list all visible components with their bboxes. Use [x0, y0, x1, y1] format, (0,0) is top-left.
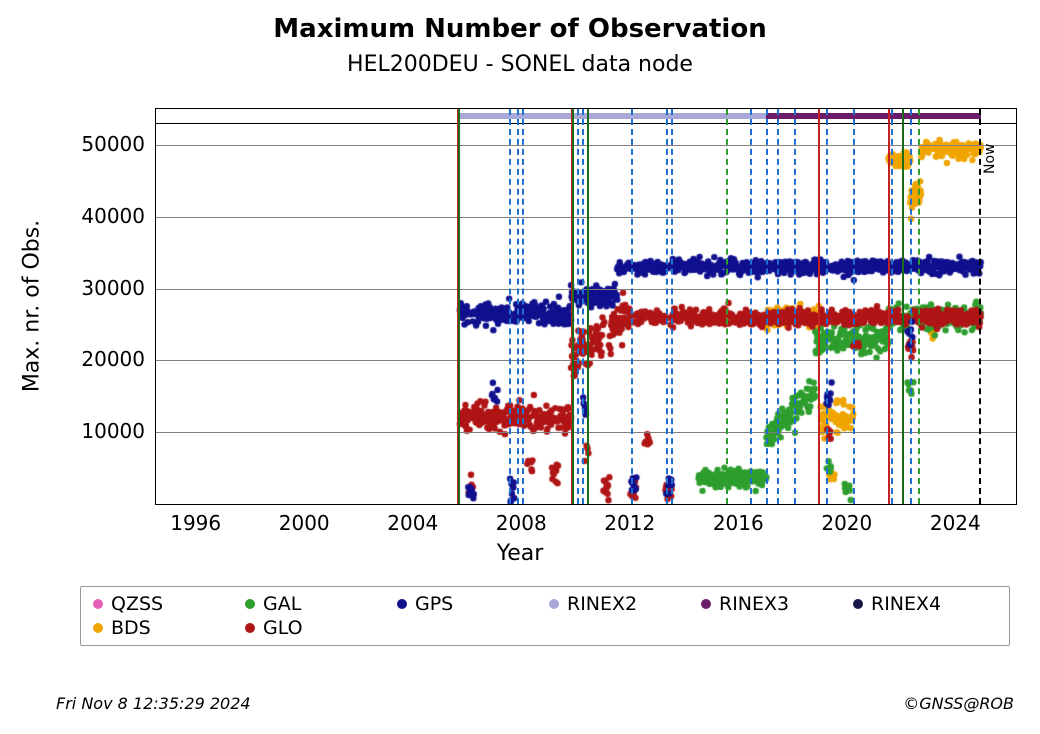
legend-item: RINEX2 — [549, 593, 693, 615]
legend-item: GAL — [245, 593, 389, 615]
now-label: Now — [982, 143, 998, 174]
chart-title: Maximum Number of Observation — [0, 14, 1040, 44]
legend-item: GLO — [245, 617, 389, 639]
reference-vline — [826, 109, 828, 504]
reference-vline — [587, 109, 589, 504]
legend-label: GAL — [263, 593, 301, 615]
legend-marker-icon — [549, 599, 559, 609]
reference-vline — [509, 109, 511, 504]
legend-label: GPS — [415, 593, 453, 615]
reference-vline — [910, 109, 912, 504]
reference-vline — [517, 109, 519, 504]
reference-vline — [582, 109, 584, 504]
y-grid-line — [156, 145, 1016, 146]
legend-marker-icon — [245, 623, 255, 633]
reference-vline — [918, 109, 920, 504]
legend-marker-icon — [397, 599, 407, 609]
y-tick-label: 40000 — [65, 204, 145, 228]
reference-vline — [458, 109, 460, 504]
footer-copyright: ©GNSS@ROB — [903, 694, 1014, 713]
x-axis-label: Year — [0, 541, 1040, 566]
reference-vline — [631, 109, 633, 504]
x-tick-label: 2008 — [496, 511, 547, 535]
x-tick-label: 2016 — [713, 511, 764, 535]
chart-subtitle: HEL200DEU - SONEL data node — [0, 52, 1040, 77]
legend-marker-icon — [245, 599, 255, 609]
y-tick-label: 20000 — [65, 347, 145, 371]
footer-timestamp: Fri Nov 8 12:35:29 2024 — [56, 694, 251, 713]
legend-item: RINEX4 — [853, 593, 997, 615]
reference-vline — [750, 109, 752, 504]
legend-marker-icon — [93, 623, 103, 633]
legend-marker-icon — [853, 599, 863, 609]
rinex2-bar — [457, 113, 766, 119]
legend-label: QZSS — [111, 593, 163, 615]
y-grid-line — [156, 432, 1016, 433]
reference-vline — [577, 109, 579, 504]
legend-marker-icon — [93, 599, 103, 609]
legend-item: RINEX3 — [701, 593, 845, 615]
top-bar-baseline — [156, 123, 1016, 124]
reference-vline — [818, 109, 820, 504]
reference-vline — [726, 109, 728, 504]
y-grid-line — [156, 360, 1016, 361]
x-tick-label: 1996 — [170, 511, 221, 535]
x-tick-label: 2020 — [821, 511, 872, 535]
legend-label: GLO — [263, 617, 303, 639]
reference-vline — [794, 109, 796, 504]
reference-vline — [888, 109, 890, 504]
legend-marker-icon — [701, 599, 711, 609]
legend-item: BDS — [93, 617, 237, 639]
figure: Maximum Number of Observation HEL200DEU … — [0, 0, 1040, 734]
rinex3-bar — [766, 113, 980, 119]
x-tick-label: 2000 — [279, 511, 330, 535]
y-grid-line — [156, 289, 1016, 290]
y-tick-label: 50000 — [65, 132, 145, 156]
reference-vline — [522, 109, 524, 504]
scatter-canvas — [156, 109, 1016, 504]
y-tick-label: 30000 — [65, 276, 145, 300]
reference-vline — [853, 109, 855, 504]
reference-vline — [902, 109, 904, 504]
legend-label: RINEX4 — [871, 593, 941, 615]
legend-item: GPS — [397, 593, 541, 615]
plot-area: Now — [155, 108, 1017, 505]
reference-vline — [891, 109, 893, 504]
legend-item: QZSS — [93, 593, 237, 615]
legend: QZSS GAL GPS RINEX2 RINEX3 RINEX4 BDS GLO — [80, 586, 1010, 646]
reference-vline — [671, 109, 673, 504]
reference-vline — [572, 109, 574, 504]
x-tick-label: 2024 — [930, 511, 981, 535]
legend-label: RINEX3 — [719, 593, 789, 615]
x-tick-label: 2004 — [387, 511, 438, 535]
reference-vline — [666, 109, 668, 504]
reference-vline — [766, 109, 768, 504]
y-tick-label: 10000 — [65, 419, 145, 443]
y-axis-label: Max. nr. of Obs. — [20, 219, 45, 391]
y-grid-line — [156, 217, 1016, 218]
x-tick-label: 2012 — [604, 511, 655, 535]
legend-label: RINEX2 — [567, 593, 637, 615]
reference-vline — [777, 109, 779, 504]
legend-label: BDS — [111, 617, 151, 639]
